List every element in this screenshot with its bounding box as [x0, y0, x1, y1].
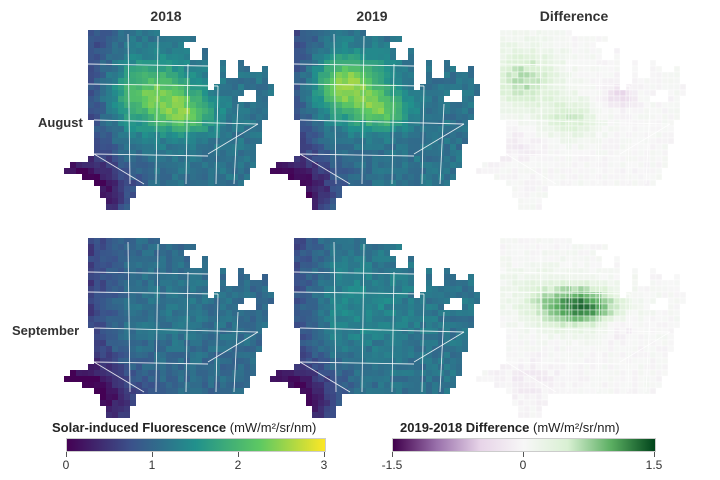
colorbar-sif-tick — [66, 452, 67, 457]
colorbar-sif-tick — [324, 452, 325, 457]
colorbar-sif-ticks: 0 1 2 3 — [62, 452, 327, 474]
legend-sif-title-text: Solar-induced Fluorescence — [52, 420, 227, 435]
column-title-difference: Difference — [539, 8, 609, 24]
map-september-2018 — [58, 232, 274, 422]
column-title-2019: 2019 — [356, 8, 388, 24]
colorbar-diff-tick-label: 1.5 — [645, 458, 663, 472]
column-title-2018: 2018 — [150, 8, 182, 24]
map-september-difference — [470, 232, 686, 422]
colorbar-diff-tick-label: -1.5 — [381, 458, 403, 472]
colorbar-sif-tick-label: 1 — [148, 458, 156, 472]
colorbar-diff-tick — [523, 452, 524, 457]
legend-diff-title: 2019-2018 Difference (mW/m²/sr/nm) — [386, 420, 686, 435]
row-label-august: August — [38, 115, 83, 130]
colorbar-diff-ticks: -1.5 0 1.5 — [382, 452, 662, 474]
colorbar-diff-tick-label: 0 — [519, 458, 527, 472]
colorbar-sif — [66, 438, 326, 452]
legend-diff-units: (mW/m²/sr/nm) — [532, 420, 620, 435]
map-august-difference — [470, 24, 686, 214]
legend-sif: Solar-induced Fluorescence (mW/m²/sr/nm)… — [40, 420, 340, 474]
legend-diff-title-text: 2019-2018 Difference — [400, 420, 530, 435]
legend-diff: 2019-2018 Difference (mW/m²/sr/nm) -1.5 0… — [382, 420, 686, 474]
colorbar-sif-tick — [152, 452, 153, 457]
colorbar-sif-tick — [238, 452, 239, 457]
legend-sif-title: Solar-induced Fluorescence (mW/m²/sr/nm) — [40, 420, 340, 435]
map-august-2019 — [264, 24, 480, 214]
colorbar-diff-tick — [654, 452, 655, 457]
row-label-september: September — [12, 323, 80, 338]
colorbar-diff — [392, 438, 656, 452]
colorbar-sif-tick-label: 3 — [320, 458, 328, 472]
colorbar-sif-tick-label: 0 — [62, 458, 70, 472]
colorbar-sif-tick-label: 2 — [234, 458, 242, 472]
colorbar-diff-tick — [392, 452, 393, 457]
legend-sif-units: (mW/m²/sr/nm) — [229, 420, 317, 435]
map-august-2018 — [58, 24, 274, 214]
map-september-2019 — [264, 232, 480, 422]
